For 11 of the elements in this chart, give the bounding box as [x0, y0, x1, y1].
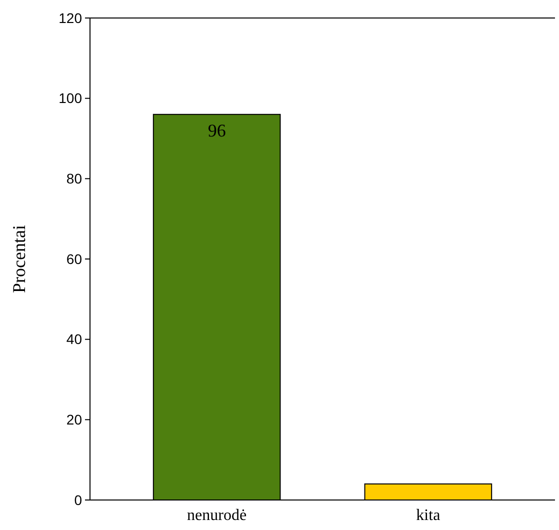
y-tick-label: 0	[74, 492, 82, 508]
y-tick-label: 60	[66, 250, 82, 267]
data-label: 96	[208, 120, 226, 140]
x-tick-label: nenurodė	[187, 507, 247, 524]
y-tick-label: 80	[66, 170, 82, 187]
y-tick-label: 20	[66, 412, 82, 428]
y-tick-label: 100	[58, 90, 82, 106]
y-axis-title: Procentai	[9, 225, 29, 293]
y-tick-label: 120	[58, 10, 82, 26]
y-tick-label: 40	[66, 331, 82, 348]
x-tick-label: kita	[416, 507, 440, 524]
